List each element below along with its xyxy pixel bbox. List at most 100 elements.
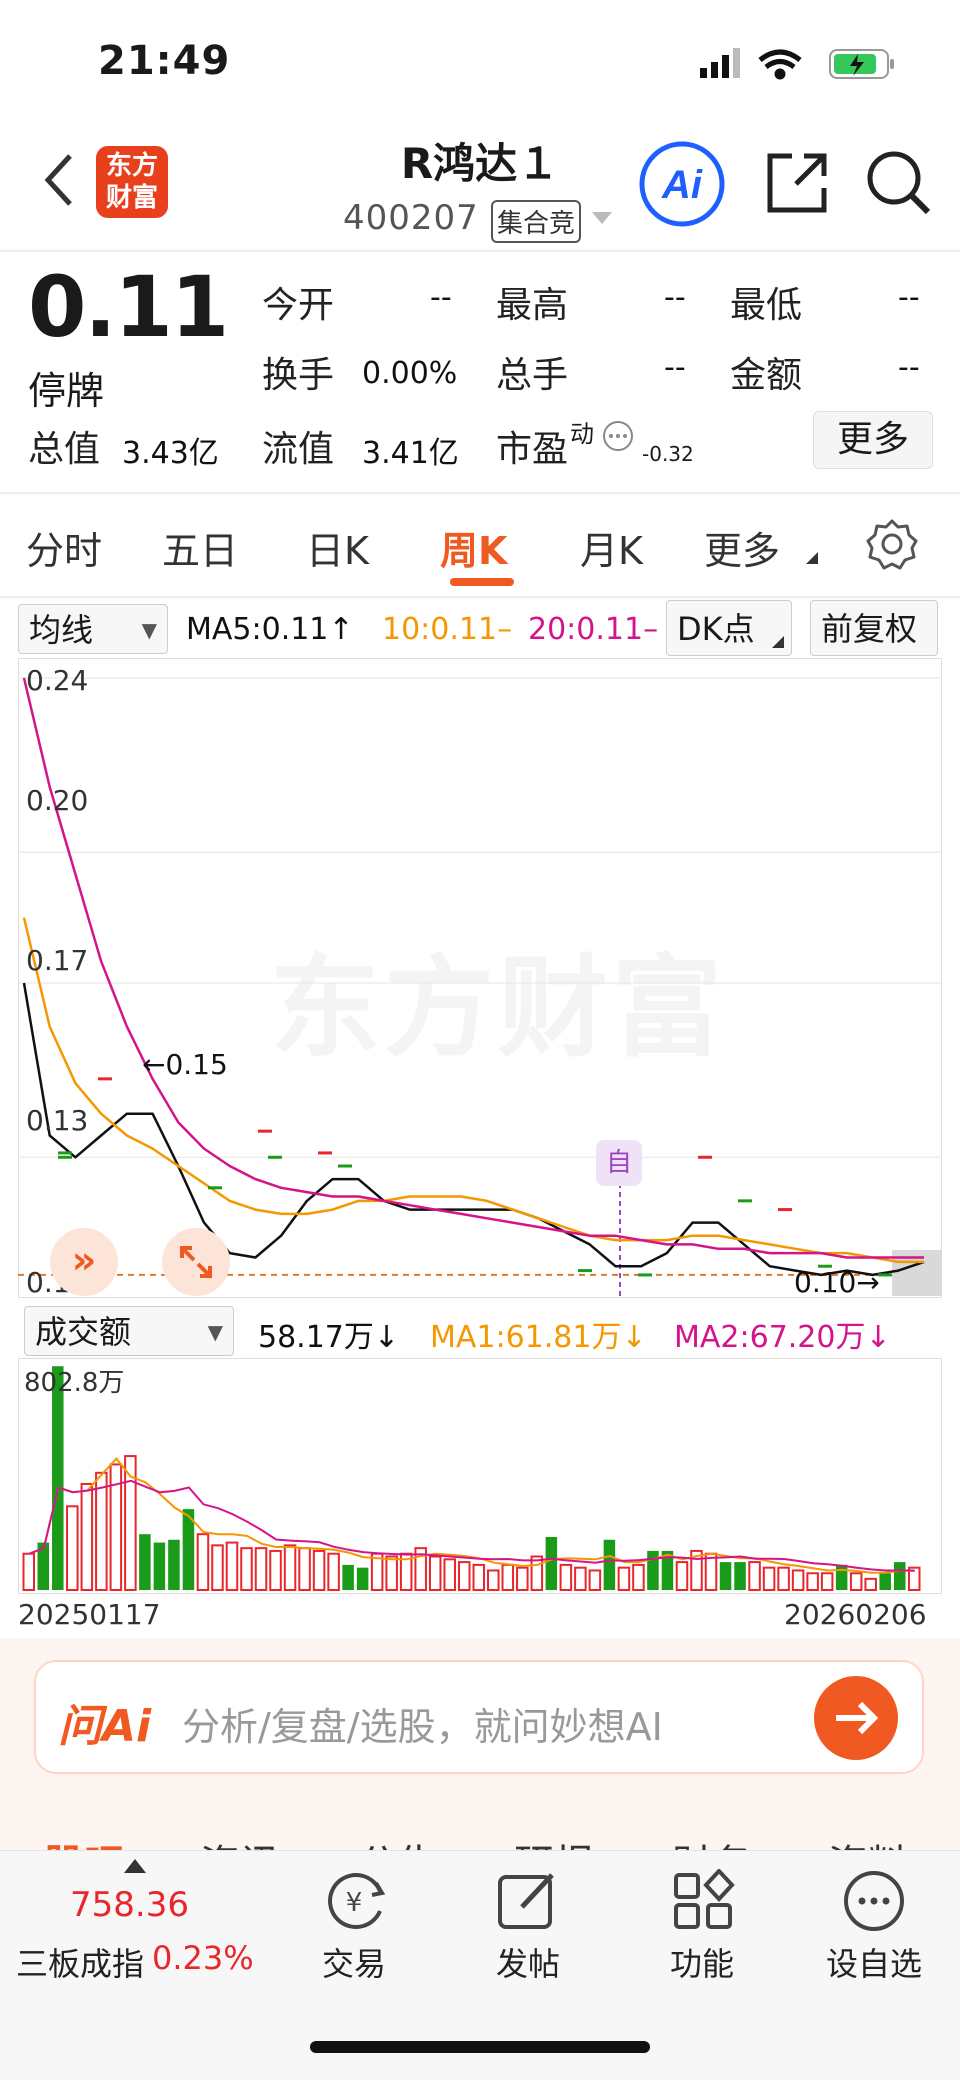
tab-intraday[interactable]: 分时 [26,529,103,573]
volume-bar [559,1563,573,1592]
tab-five-day[interactable]: 五日 [162,529,239,573]
volume-bar [457,1561,471,1591]
stock-code: 400207 [343,198,479,238]
volume-bar [675,1561,689,1591]
volume-bar [632,1563,645,1592]
volume-selector-label: 成交额 [35,1313,132,1351]
dk-point-label: DK点 [677,610,755,648]
apps-icon[interactable] [672,1869,736,1933]
ai-search-bar[interactable]: 问Ai 分析/复盘/选股，就问妙想AI [34,1660,924,1774]
volume-bar [879,1573,891,1590]
volume-bar [588,1569,602,1591]
ma20-value: 20:0.11– [528,612,659,647]
sub-tab-announcements[interactable]: 公告 [358,1832,438,1852]
ma-selector-label: 均线 [29,611,94,649]
volume-label: 总手 [496,355,569,396]
float-value: 3.41亿 [362,436,459,471]
volume-bar [574,1566,587,1592]
signal-icon [700,48,740,78]
volume-chart-frame [18,1358,942,1594]
index-change[interactable]: 0.23% [152,1939,254,1977]
sub-tab-research[interactable]: 研报 [514,1832,594,1852]
volume-bar [95,1471,108,1591]
volume-bar [690,1549,703,1591]
post-icon[interactable] [496,1869,560,1933]
open-value: -- [430,280,452,315]
ma10-line [22,917,924,1264]
volume-bar [661,1550,674,1590]
index-name[interactable]: 三板成指 [16,1945,145,1983]
ma-selector[interactable]: 均线 ▼ [18,604,168,654]
price-adjust-button[interactable]: 前复权 [810,600,938,656]
fullscreen-icon[interactable] [162,1228,230,1296]
ma-selector-arrow-icon: ▼ [141,618,157,642]
auction-dropdown-icon[interactable] [592,212,612,226]
volume-max-label: 802.8万 [24,1368,125,1398]
kline-chart[interactable] [18,658,942,1298]
gear-icon[interactable] [866,518,918,570]
volume-bar [298,1547,311,1591]
auction-selector[interactable]: 集合竞 [491,200,582,243]
tab-weekly-k[interactable]: 周K [440,529,508,573]
sub-tab-finance[interactable]: 财务 [672,1832,752,1852]
volume-bar [893,1562,906,1590]
ma5-value: MA5:0.11↑ [186,612,354,647]
back-icon[interactable] [40,150,80,210]
more-dots-icon[interactable] [842,1869,906,1933]
volume-bar [22,1552,36,1592]
high-annotation: ←0.15 [142,1048,228,1081]
volume-bar [748,1561,761,1591]
wifi-icon [758,49,802,80]
nav-function-label[interactable]: 功能 [669,1945,734,1983]
dk-point-button[interactable]: DK点 [666,600,792,656]
status-time: 21:49 [98,38,231,84]
y-tick-label: 0.20 [26,784,89,817]
caret-up-icon[interactable] [124,1859,146,1873]
bottom-nav: 758.36 三板成指 0.23% ¥ 交易 发帖 功能 设自选 [0,1850,960,2080]
watermark: 东方财富 [270,944,726,1072]
volume-ma1-line [28,1457,915,1574]
volume-bar [283,1544,297,1591]
nav-trade-label[interactable]: 交易 [321,1945,386,1983]
volume-bar [777,1566,790,1592]
date-end: 20260206 [784,1598,927,1631]
volume-bar [428,1555,442,1592]
trade-icon[interactable]: ¥ [318,1869,390,1933]
expand-left-icon[interactable]: » [50,1228,118,1296]
share-icon[interactable] [762,148,832,218]
sub-tab-profile[interactable]: 资料 [828,1832,908,1852]
volume-bar [472,1563,486,1592]
volume-bar [820,1572,834,1591]
volume-bar [225,1541,239,1592]
tab-daily-k[interactable]: 日K [306,529,369,573]
volume-selector[interactable]: 成交额 ▼ [24,1306,234,1356]
last-price: 0.11 [28,258,229,356]
volume-ma1: MA1:61.81万↓ [430,1320,647,1355]
float-value-label: 流值 [262,429,335,470]
ma10-value: 10:0.11– [382,612,513,647]
volume-bar [153,1542,166,1590]
tab-more[interactable]: 更多 [704,529,781,573]
volume-bar [835,1564,848,1590]
sub-tab-guba[interactable]: 股吧 [44,1832,124,1852]
sub-tab-news[interactable]: 资讯 [200,1832,280,1852]
ma5-line [22,982,925,1277]
app-logo[interactable]: 东方财富 [96,146,168,218]
ai-icon[interactable]: Ai [638,140,726,228]
low-annotation: 0.10→ [794,1266,880,1299]
more-quote-button[interactable]: 更多 [813,411,933,469]
index-value[interactable]: 758.36 [70,1885,189,1925]
nav-post-label[interactable]: 发帖 [495,1945,560,1983]
volume-chart[interactable] [18,1358,942,1594]
turnover-value: 0.00% [362,356,458,391]
high-label: 最高 [496,285,569,326]
pe-type: 动 [570,420,594,448]
volume-ma2-line [28,1479,915,1572]
tab-monthly-k[interactable]: 月K [580,529,643,573]
nav-watchlist-label[interactable]: 设自选 [825,1945,922,1983]
info-dots-icon[interactable] [602,420,634,452]
search-icon[interactable] [864,148,934,218]
arrow-right-icon[interactable] [814,1676,898,1760]
event-marker[interactable]: 自 [596,1140,642,1186]
low-value: -- [898,280,920,315]
